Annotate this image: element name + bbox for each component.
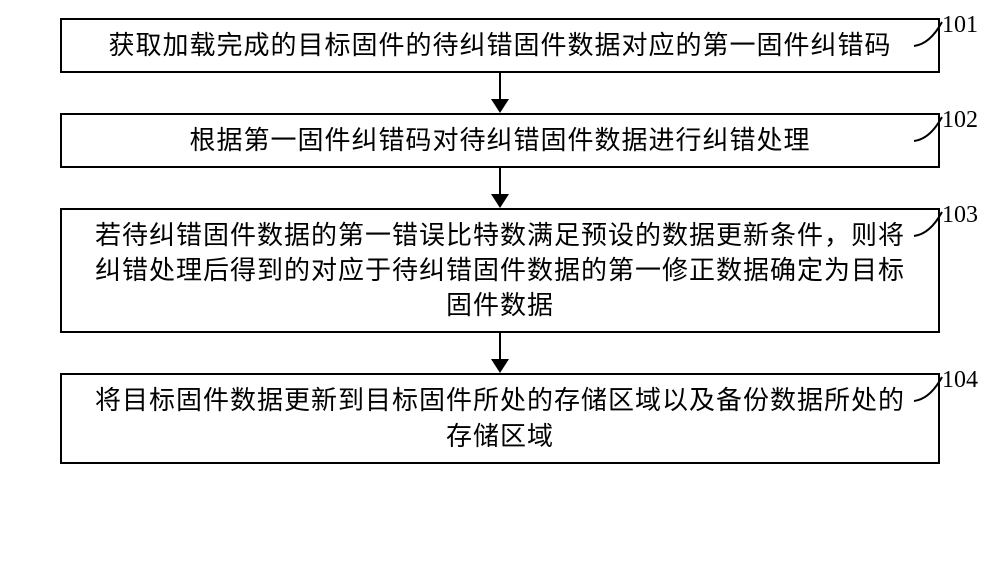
- flow-step: 获取加载完成的目标固件的待纠错固件数据对应的第一固件纠错码 101: [30, 18, 970, 73]
- step-ref-label: 101: [942, 12, 978, 39]
- flow-arrow: [491, 333, 509, 373]
- flowchart-container: 获取加载完成的目标固件的待纠错固件数据对应的第一固件纠错码 101 根据第一固件…: [30, 18, 970, 464]
- arrow-line: [499, 333, 501, 359]
- step-text: 将目标固件数据更新到目标固件所处的存储区域以及备份数据所处的存储区域: [95, 386, 905, 450]
- step-ref-label: 104: [942, 367, 978, 394]
- flow-step: 将目标固件数据更新到目标固件所处的存储区域以及备份数据所处的存储区域 104: [30, 373, 970, 463]
- flow-step: 若待纠错固件数据的第一错误比特数满足预设的数据更新条件，则将纠错处理后得到的对应…: [30, 208, 970, 333]
- leader-curve: [912, 115, 946, 143]
- arrow-head-icon: [491, 99, 509, 113]
- step-text: 获取加载完成的目标固件的待纠错固件数据对应的第一固件纠错码: [108, 31, 891, 60]
- step-box-103: 若待纠错固件数据的第一错误比特数满足预设的数据更新条件，则将纠错处理后得到的对应…: [60, 208, 940, 333]
- step-ref-label: 103: [942, 202, 978, 229]
- step-text: 根据第一固件纠错码对待纠错固件数据进行纠错处理: [189, 126, 810, 155]
- step-box-104: 将目标固件数据更新到目标固件所处的存储区域以及备份数据所处的存储区域: [60, 373, 940, 463]
- step-text: 若待纠错固件数据的第一错误比特数满足预设的数据更新条件，则将纠错处理后得到的对应…: [95, 221, 905, 320]
- step-box-101: 获取加载完成的目标固件的待纠错固件数据对应的第一固件纠错码: [60, 18, 940, 73]
- leader-curve: [912, 210, 946, 238]
- flow-arrow: [491, 73, 509, 113]
- step-ref-label: 102: [942, 107, 978, 134]
- leader-curve: [912, 20, 946, 48]
- step-box-102: 根据第一固件纠错码对待纠错固件数据进行纠错处理: [60, 113, 940, 168]
- arrow-head-icon: [491, 194, 509, 208]
- leader-curve: [912, 375, 946, 403]
- arrow-line: [499, 73, 501, 99]
- flow-step: 根据第一固件纠错码对待纠错固件数据进行纠错处理 102: [30, 113, 970, 168]
- arrow-head-icon: [491, 359, 509, 373]
- arrow-line: [499, 168, 501, 194]
- flow-arrow: [491, 168, 509, 208]
